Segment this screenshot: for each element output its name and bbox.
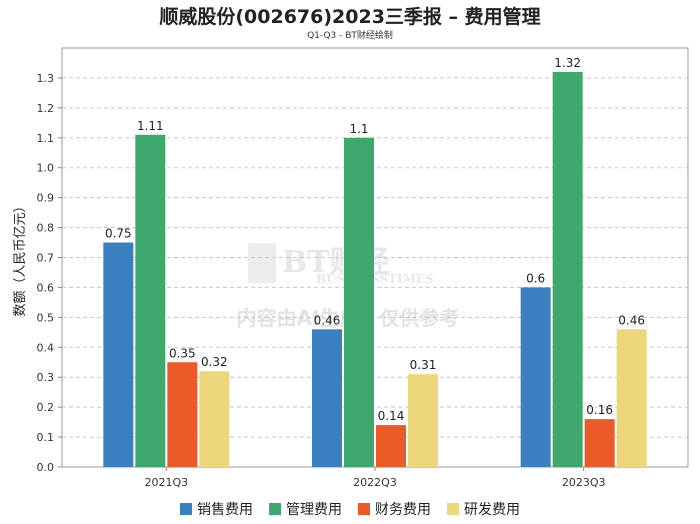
- legend-item-rnd: 研发费用: [447, 499, 520, 519]
- chart-subtitle: Q1-Q3 - BT财经绘制: [307, 31, 393, 41]
- y-tick-label: 0.5: [37, 311, 55, 324]
- watermark-logo-mark: [248, 243, 276, 283]
- bar: [312, 329, 342, 467]
- bar: [552, 71, 583, 467]
- bar-value-label: 0.14: [378, 409, 405, 423]
- grid-lines: [62, 77, 688, 438]
- bar: [199, 371, 230, 467]
- bar-value-label: 0.46: [314, 313, 341, 327]
- data-labels: 0.75 1.11 0.35 0.32 0.46 1.1 0.14 0.31 0.6 1.32 0.…: [105, 56, 645, 423]
- bar-value-label: 0.6: [526, 271, 545, 285]
- y-tick-label: 0.2: [37, 401, 55, 414]
- y-tick-label: 0.4: [37, 341, 55, 354]
- y-tick-label: 0.7: [37, 252, 55, 265]
- y-axis-label: 数额（人民币亿元）: [13, 199, 28, 316]
- y-tick-label: 0.3: [37, 371, 55, 384]
- watermark-logo-sub: BUSINESSTIMES: [316, 272, 434, 286]
- legend-swatch-admin: [269, 503, 281, 515]
- bar: [408, 374, 438, 467]
- bar: [135, 134, 166, 468]
- x-axis-ticks: 2021Q3 2022Q3 2023Q3: [145, 467, 606, 489]
- y-axis-ticks: 0.0 0.1 0.2 0.3 0.4 0.5 0.6 0.7 0.8 0.9 1.0 1.1 1.2 1…: [37, 72, 62, 474]
- y-tick-label: 0.1: [37, 431, 55, 444]
- bar: [520, 287, 551, 467]
- bar-value-label: 0.16: [586, 403, 613, 417]
- bar-value-label: 0.75: [105, 227, 132, 241]
- y-tick-label: 0.9: [37, 192, 55, 205]
- bar: [103, 242, 134, 467]
- y-tick-label: 1.1: [37, 132, 55, 145]
- x-tick-label: 2021Q3: [145, 476, 189, 489]
- legend-item-finance: 财务费用: [358, 499, 431, 519]
- legend-swatch-sales: [180, 503, 192, 515]
- bar-value-label: 1.11: [137, 119, 164, 133]
- bar: [584, 419, 615, 467]
- y-tick-label: 0.0: [37, 461, 55, 474]
- bar-value-label: 1.1: [349, 122, 368, 136]
- bar-value-label: 0.35: [169, 346, 196, 360]
- chart-legend: 销售费用 管理费用 财务费用 研发费用: [0, 499, 700, 519]
- legend-swatch-finance: [358, 503, 370, 515]
- bar-value-label: 1.32: [554, 56, 581, 70]
- y-tick-label: 0.8: [37, 222, 55, 235]
- bar-series: [103, 71, 647, 468]
- legend-swatch-rnd: [447, 503, 459, 515]
- bar: [167, 362, 198, 467]
- legend-label-sales: 销售费用: [197, 502, 253, 518]
- x-tick-label: 2022Q3: [353, 476, 397, 489]
- legend-label-admin: 管理费用: [286, 502, 342, 518]
- bar-value-label: 0.32: [201, 355, 228, 369]
- legend-item-admin: 管理费用: [269, 499, 342, 519]
- bar: [344, 137, 374, 468]
- y-tick-label: 0.6: [37, 281, 55, 294]
- legend-label-rnd: 研发费用: [464, 502, 520, 518]
- chart-title: 顺威股份(002676)2023三季报 – 费用管理: [159, 6, 541, 28]
- x-tick-label: 2023Q3: [562, 476, 606, 489]
- bar-value-label: 0.46: [618, 313, 645, 327]
- bar-value-label: 0.31: [410, 358, 437, 372]
- legend-label-finance: 财务费用: [375, 502, 431, 518]
- y-tick-label: 1.2: [37, 102, 55, 115]
- bar: [376, 425, 406, 467]
- y-tick-label: 1.3: [37, 72, 55, 85]
- y-tick-label: 1.0: [37, 162, 55, 175]
- legend-item-sales: 销售费用: [180, 499, 253, 519]
- bar: [616, 329, 647, 467]
